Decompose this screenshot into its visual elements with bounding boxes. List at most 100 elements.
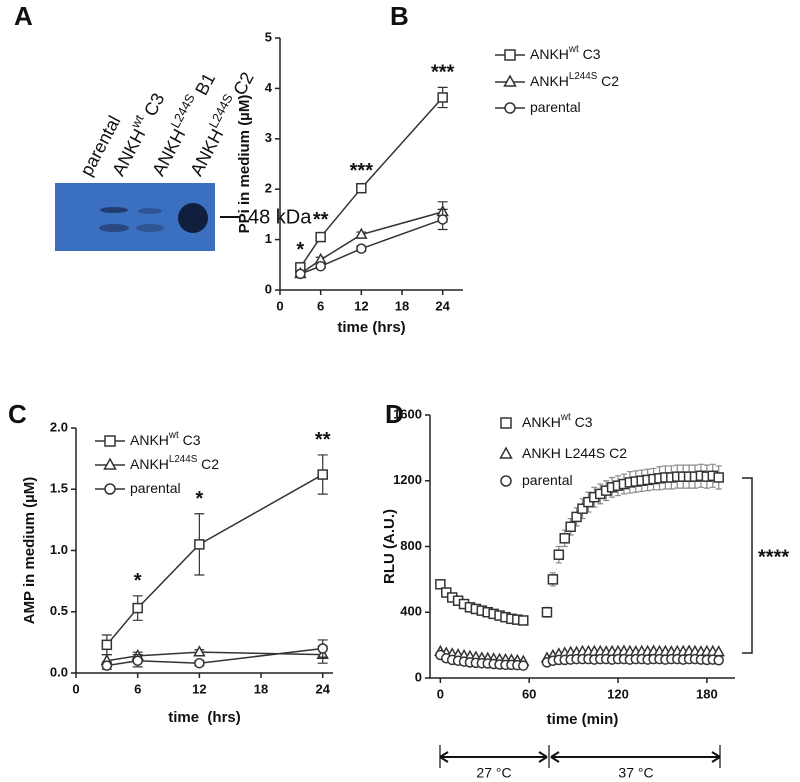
x-tick-label: 12 (354, 298, 368, 313)
text-part: C2 (597, 73, 619, 89)
x-tick-label: 6 (134, 681, 141, 696)
phase-label: 37 °C (618, 765, 653, 781)
y-tick-label: 0.0 (50, 664, 68, 679)
marker (504, 102, 516, 114)
marker (504, 49, 516, 61)
blot-band (100, 207, 128, 213)
text-part: wt (560, 412, 571, 423)
marker (503, 74, 517, 87)
y-tick-label: 800 (400, 538, 422, 553)
panel-letter: B (390, 1, 409, 31)
text-part: C3 (579, 46, 601, 62)
text-part: C2 (197, 456, 219, 472)
x-tick-label: 24 (315, 681, 330, 696)
legend-label: ANKHwt C3 (130, 430, 201, 448)
series-line (106, 651, 323, 662)
text-part: C3 (571, 414, 593, 430)
marker (193, 645, 206, 657)
phase-arrow (550, 751, 721, 763)
y-tick-label: 0.5 (50, 603, 68, 618)
x-tick-label: 12 (192, 681, 206, 696)
phase-label: 27 °C (476, 765, 511, 781)
y-axis-label: RLU (A.U.) (381, 509, 398, 584)
significance: *** (431, 62, 455, 84)
y-tick-label: 400 (400, 604, 422, 619)
y-tick-label: 2 (265, 181, 272, 196)
y-tick-label: 1.0 (50, 542, 68, 557)
y-tick-label: 1600 (393, 406, 422, 421)
legend-label: ANKHL244S C2 (130, 454, 219, 472)
text-part: L244S (169, 454, 198, 465)
text-part: ANKH (522, 414, 561, 430)
marker (437, 214, 448, 225)
panel-letter: D (385, 399, 404, 429)
x-axis-label: time (hrs) (337, 319, 405, 336)
y-tick-label: 1 (265, 231, 272, 246)
marker (295, 268, 306, 280)
phase-ticks (439, 745, 721, 768)
marker (500, 475, 512, 487)
marker (435, 579, 446, 590)
marker (499, 446, 513, 459)
marker (553, 549, 565, 560)
marker (518, 660, 529, 671)
legend-label: parental (530, 99, 581, 115)
x-axis-label: time (min) (547, 711, 619, 728)
panel-letter: A (14, 1, 33, 31)
text-part: parental (522, 472, 573, 488)
series-line (299, 96, 444, 268)
text-part: ANKH (130, 432, 169, 448)
blot-band (99, 224, 129, 232)
legend-label: ANKH L244S C2 (522, 445, 627, 461)
x-tick-label: 180 (696, 686, 718, 701)
marker (103, 457, 117, 470)
legend-label: parental (522, 472, 573, 488)
series-line (106, 647, 323, 667)
marker (518, 615, 529, 626)
series-line (300, 218, 443, 275)
marker (101, 639, 113, 651)
legend-label: ANKHL244S C2 (530, 71, 619, 89)
significance: *** (350, 160, 374, 182)
significance: ** (315, 429, 331, 451)
blot-band (178, 203, 208, 233)
marker (101, 660, 113, 671)
marker (104, 483, 116, 495)
legend-label: parental (130, 480, 181, 496)
y-tick-label: 3 (265, 130, 272, 145)
marker (713, 472, 724, 483)
text-part: L244S (169, 92, 198, 131)
marker (317, 469, 328, 480)
y-tick-label: 0 (415, 669, 422, 684)
y-tick-label: 1.5 (50, 481, 68, 496)
marker (132, 602, 143, 614)
text-part: parental (530, 99, 581, 115)
marker (356, 182, 367, 194)
text-part: L244S (207, 92, 236, 131)
significance: **** (758, 546, 789, 568)
x-tick-label: 0 (437, 686, 444, 701)
marker (547, 574, 559, 585)
x-tick-label: 6 (317, 298, 324, 313)
text-part: ANKH (186, 126, 227, 180)
y-tick-label: 0 (265, 281, 272, 296)
marker (541, 607, 553, 618)
marker (565, 521, 576, 533)
panel-letter: C (8, 399, 27, 429)
marker (571, 511, 582, 523)
text-part: ANKH (530, 73, 569, 89)
text-part: L244S (569, 71, 598, 82)
x-tick-label: 0 (276, 298, 283, 313)
marker (315, 231, 326, 243)
x-tick-label: 60 (522, 686, 536, 701)
marker (577, 503, 588, 514)
phase-arrow (439, 751, 548, 763)
blot-band (136, 224, 164, 232)
x-tick-label: 18 (254, 681, 268, 696)
significance: * (195, 488, 203, 510)
y-axis-label: AMP in medium (µM) (21, 477, 38, 625)
series-line (299, 211, 443, 275)
legend-label: ANKHwt C3 (522, 412, 593, 430)
y-tick-label: 4 (265, 80, 273, 95)
